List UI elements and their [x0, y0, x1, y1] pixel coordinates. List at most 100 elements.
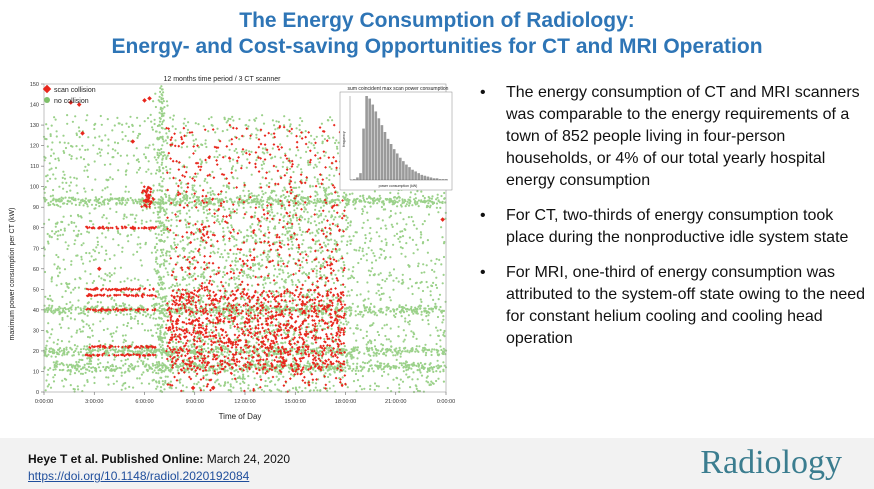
- scatter-point: [222, 206, 225, 209]
- scatter-point: [111, 148, 114, 151]
- scatter-point: [431, 195, 434, 198]
- scatter-point: [125, 201, 128, 204]
- scatter-point: [231, 260, 234, 263]
- scatter-point: [357, 369, 360, 372]
- scatter-point: [131, 123, 134, 126]
- scatter-point: [250, 173, 253, 176]
- scatter-point: [149, 314, 153, 317]
- scatter-point: [94, 369, 98, 372]
- scatter-point: [211, 170, 214, 173]
- scatter-point: [63, 227, 66, 230]
- scatter-point: [349, 327, 352, 330]
- scatter-point: [299, 365, 302, 368]
- scatter-point: [212, 349, 215, 353]
- scatter-point: [328, 387, 331, 390]
- scatter-point: [193, 345, 196, 348]
- scatter-point: [265, 291, 268, 294]
- scatter-point: [139, 304, 142, 307]
- scatter-point: [401, 199, 404, 202]
- scatter-point: [429, 334, 432, 337]
- scatter-point: [86, 175, 90, 178]
- scatter-point: [329, 116, 332, 119]
- scatter-point: [438, 258, 441, 261]
- scatter-point: [252, 360, 255, 363]
- scatter-point: [131, 341, 134, 344]
- scatter-point: [421, 318, 424, 321]
- scatter-point: [51, 348, 54, 351]
- scatter-point: [104, 343, 107, 346]
- scatter-point: [402, 311, 406, 314]
- scatter-point: [47, 383, 51, 386]
- scatter-point: [44, 389, 47, 392]
- scatter-point: [131, 350, 135, 353]
- scatter-point: [120, 305, 123, 308]
- scatter-point: [136, 360, 139, 363]
- scatter-point: [361, 208, 364, 211]
- scatter-point: [219, 255, 222, 259]
- scatter-point: [395, 347, 398, 350]
- scatter-point: [392, 308, 395, 311]
- scatter-point: [155, 220, 158, 223]
- scatter-point: [57, 265, 60, 268]
- scatter-point: [418, 304, 421, 307]
- scatter-point: [187, 290, 190, 293]
- scatter-point: [389, 214, 392, 217]
- scatter-point: [190, 250, 193, 253]
- scatter-point: [254, 239, 257, 242]
- scatter-point: [58, 197, 61, 200]
- scatter-point: [373, 254, 376, 258]
- scatter-point: [311, 185, 314, 188]
- scatter-point: [99, 348, 102, 352]
- scatter-point: [431, 382, 434, 385]
- scatter-point: [107, 222, 111, 225]
- scatter-point: [384, 354, 388, 357]
- scatter-point: [416, 389, 420, 392]
- scatter-point: [121, 123, 124, 126]
- scatter-point: [435, 198, 438, 201]
- scatter-point: [67, 286, 70, 289]
- scatter-point: [228, 160, 231, 163]
- scatter-point: [65, 348, 68, 351]
- scatter-point: [102, 284, 105, 287]
- scatter-point: [217, 302, 220, 305]
- scatter-point: [326, 297, 329, 300]
- scatter-point: [147, 329, 150, 332]
- scatter-point: [133, 217, 137, 220]
- scatter-point: [68, 310, 71, 313]
- scatter-point: [315, 135, 318, 138]
- scatter-point: [361, 212, 364, 215]
- scatter-point: [283, 331, 286, 334]
- scatter-point: [297, 163, 300, 166]
- scatter-point: [126, 197, 129, 200]
- scatter-point: [56, 234, 59, 237]
- scatter-point: [163, 264, 166, 267]
- scatter-point: [260, 163, 263, 167]
- scatter-point: [340, 235, 343, 238]
- scatter-point: [287, 239, 290, 242]
- scatter-point: [195, 374, 198, 378]
- scatter-point: [130, 279, 133, 282]
- scatter-point: [48, 162, 51, 165]
- scatter-point: [367, 290, 370, 293]
- scatter-point: [177, 307, 180, 310]
- scatter-point: [303, 206, 306, 209]
- scatter-point: [137, 236, 140, 239]
- scatter-point: [442, 380, 445, 383]
- scatter-point: [68, 282, 71, 285]
- scatter-point: [363, 352, 366, 355]
- scatter-point: [126, 277, 129, 280]
- scatter-point: [318, 222, 321, 225]
- scatter-point: [307, 159, 310, 162]
- scatter-point: [80, 255, 83, 258]
- scatter-point: [319, 324, 322, 328]
- scatter-point: [288, 389, 291, 392]
- scatter-point: [225, 259, 228, 262]
- scatter-point: [381, 200, 384, 203]
- scatter-point: [197, 381, 200, 384]
- scatter-point: [264, 191, 267, 194]
- scatter-point: [415, 281, 418, 284]
- scatter-point: [268, 170, 271, 173]
- scatter-point: [365, 343, 368, 346]
- scatter-point: [257, 194, 260, 197]
- scatter-point: [72, 229, 75, 232]
